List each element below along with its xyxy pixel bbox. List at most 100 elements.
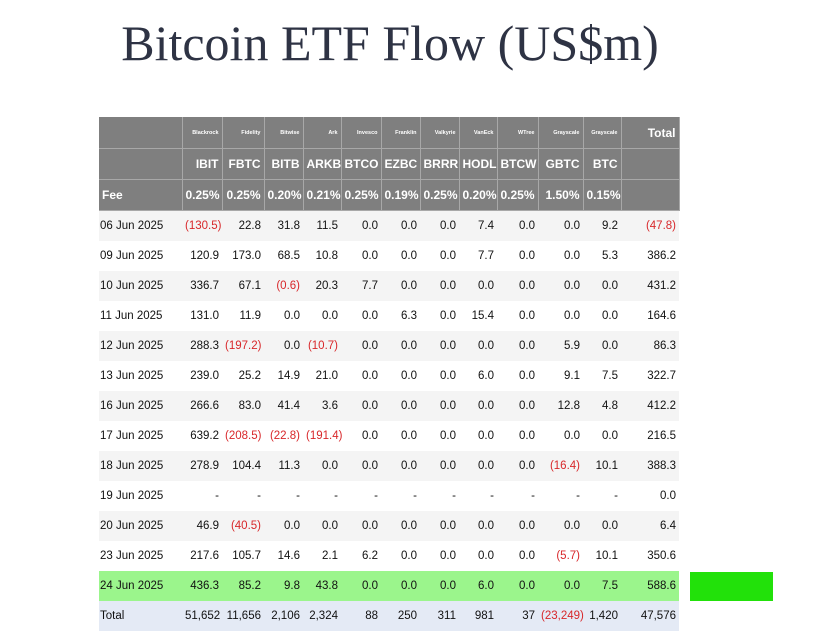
flow-cell: 0.0 bbox=[341, 571, 381, 601]
flow-cell: 217.6 bbox=[182, 541, 222, 571]
row-total-cell: 431.2 bbox=[621, 271, 679, 301]
flow-cell: 0.0 bbox=[341, 301, 381, 331]
flow-cell: 85.2 bbox=[222, 571, 264, 601]
flow-cell: 0.0 bbox=[497, 391, 538, 421]
flow-cell: (23,249) bbox=[538, 601, 584, 631]
flow-cell: 9.1 bbox=[538, 361, 583, 391]
table-row: 24 Jun 2025 436.3 85.2 9.8 43.8 0.0 0.0 0.0 6.0 0… bbox=[99, 571, 679, 601]
flow-cell: 22.8 bbox=[222, 210, 264, 241]
flow-cell: 0.0 bbox=[459, 391, 497, 421]
fee-value: 0.21% bbox=[303, 179, 342, 211]
header-blank bbox=[621, 179, 680, 211]
row-total-cell: 86.3 bbox=[621, 331, 679, 361]
flow-cell: 0.0 bbox=[497, 511, 538, 541]
fee-value: 1.50% bbox=[538, 179, 584, 211]
issuer-header: Fidelity bbox=[222, 117, 265, 149]
issuer-header: Valkyrie bbox=[420, 117, 460, 149]
flow-cell: (22.8) bbox=[264, 421, 303, 451]
total-header: Total bbox=[621, 117, 680, 149]
header-blank bbox=[99, 117, 183, 149]
date-cell: 10 Jun 2025 bbox=[99, 271, 182, 301]
flow-cell: 7.7 bbox=[341, 271, 381, 301]
date-cell: 23 Jun 2025 bbox=[99, 541, 182, 571]
date-cell: 20 Jun 2025 bbox=[99, 511, 182, 541]
flow-cell: 0.0 bbox=[420, 271, 459, 301]
flow-cell: - bbox=[459, 481, 497, 511]
date-cell: 11 Jun 2025 bbox=[99, 301, 182, 331]
row-total-cell: 0.0 bbox=[621, 481, 679, 511]
date-cell: 12 Jun 2025 bbox=[99, 331, 182, 361]
flow-cell: 9.8 bbox=[264, 571, 303, 601]
row-total-cell: 588.6 bbox=[621, 571, 679, 601]
flow-cell: 0.0 bbox=[538, 571, 583, 601]
flow-cell: 0.0 bbox=[497, 421, 538, 451]
flow-cell: 10.8 bbox=[303, 241, 341, 271]
flow-cell: 0.0 bbox=[420, 571, 459, 601]
flow-cell: 0.0 bbox=[459, 451, 497, 481]
ticker-header: BITB bbox=[264, 148, 304, 180]
flow-cell: 15.4 bbox=[459, 301, 497, 331]
flow-cell: 0.0 bbox=[497, 451, 538, 481]
fee-value: 0.19% bbox=[381, 179, 421, 211]
flow-cell: (208.5) bbox=[222, 421, 264, 451]
flow-cell: 311 bbox=[420, 601, 459, 631]
flow-cell: 0.0 bbox=[381, 511, 420, 541]
flow-cell: 0.0 bbox=[497, 271, 538, 301]
flow-cell: 6.0 bbox=[459, 571, 497, 601]
flow-cell: 41.4 bbox=[264, 391, 303, 421]
flow-cell: 43.8 bbox=[303, 571, 341, 601]
date-cell: 18 Jun 2025 bbox=[99, 451, 182, 481]
table-row: 20 Jun 2025 46.9 (40.5) 0.0 0.0 0.0 0.0 0.0 0.0 0… bbox=[99, 511, 679, 541]
flow-cell: 0.0 bbox=[538, 421, 583, 451]
flow-cell: 11.9 bbox=[222, 301, 264, 331]
table-row: 18 Jun 2025 278.9 104.4 11.3 0.0 0.0 0.0 0.0 0.0… bbox=[99, 451, 679, 481]
flow-cell: 0.0 bbox=[381, 391, 420, 421]
row-total-cell: 388.3 bbox=[621, 451, 679, 481]
ticker-header: HODL bbox=[459, 148, 498, 180]
fee-label: Fee bbox=[99, 179, 183, 211]
flow-cell: 0.0 bbox=[341, 421, 381, 451]
flow-cell: 0.0 bbox=[538, 271, 583, 301]
flow-cell: 4.8 bbox=[583, 391, 621, 421]
flow-cell: 0.0 bbox=[497, 210, 538, 241]
issuer-header: Bitwise bbox=[264, 117, 304, 149]
flow-cell: 0.0 bbox=[420, 301, 459, 331]
flow-cell: 12.8 bbox=[538, 391, 583, 421]
flow-cell: 0.0 bbox=[303, 451, 341, 481]
etf-flow-table: Blackrock Fidelity Bitwise Ark Invesco F… bbox=[99, 117, 680, 631]
flow-cell: 0.0 bbox=[381, 331, 420, 361]
flow-cell: - bbox=[182, 481, 222, 511]
flow-cell: 336.7 bbox=[182, 271, 222, 301]
flow-cell: 0.0 bbox=[341, 241, 381, 271]
flow-cell: 0.0 bbox=[420, 391, 459, 421]
flow-cell: 0.0 bbox=[264, 331, 303, 361]
flow-cell: - bbox=[264, 481, 303, 511]
table-row: 16 Jun 2025 266.6 83.0 41.4 3.6 0.0 0.0 0.0 0.0 0… bbox=[99, 391, 679, 421]
flow-cell: 288.3 bbox=[182, 331, 222, 361]
row-total-cell: (47.8) bbox=[621, 210, 679, 241]
flow-cell: - bbox=[538, 481, 583, 511]
highlight-marker bbox=[690, 572, 773, 601]
issuer-header: Franklin bbox=[381, 117, 421, 149]
row-total-cell: 322.7 bbox=[621, 361, 679, 391]
flow-cell: 981 bbox=[459, 601, 497, 631]
ticker-header: EZBC bbox=[381, 148, 421, 180]
flow-cell: 11,656 bbox=[222, 601, 264, 631]
flow-cell: 0.0 bbox=[381, 241, 420, 271]
flow-cell: 0.0 bbox=[420, 511, 459, 541]
header-blank bbox=[621, 148, 680, 180]
flow-cell: 10.1 bbox=[583, 541, 621, 571]
flow-cell: 5.9 bbox=[538, 331, 583, 361]
flow-cell: 0.0 bbox=[264, 301, 303, 331]
flow-cell: 0.0 bbox=[420, 541, 459, 571]
flow-cell: 0.0 bbox=[583, 271, 621, 301]
fee-value: 0.25% bbox=[497, 179, 539, 211]
flow-cell: 0.0 bbox=[381, 271, 420, 301]
fee-value: 0.25% bbox=[222, 179, 265, 211]
flow-cell: 3.6 bbox=[303, 391, 341, 421]
flow-cell: 0.0 bbox=[538, 241, 583, 271]
flow-cell: 0.0 bbox=[583, 511, 621, 541]
flow-cell: (197.2) bbox=[222, 331, 264, 361]
flow-cell: 7.4 bbox=[459, 210, 497, 241]
flow-cell: 0.0 bbox=[420, 361, 459, 391]
